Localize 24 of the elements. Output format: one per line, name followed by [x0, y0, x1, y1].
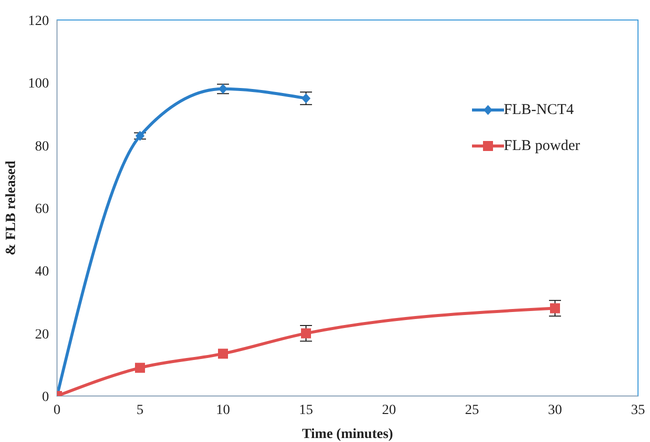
y-tick-label: 20 — [35, 327, 49, 342]
y-axis-title: & FLB released — [4, 160, 19, 256]
x-tick-label: 25 — [465, 402, 479, 418]
x-tick-label: 15 — [299, 402, 313, 418]
legend-label: FLB-NCT4 — [504, 102, 574, 118]
point — [550, 303, 560, 314]
point — [136, 130, 144, 141]
x-tick-label: 30 — [548, 402, 562, 418]
point — [218, 348, 228, 359]
y-tick-label: 120 — [28, 14, 49, 29]
x-tick-label: 5 — [136, 402, 144, 418]
x-axis-title: Time (minutes) — [302, 427, 394, 442]
x-tick-label: 0 — [54, 402, 60, 418]
x-tick-label: 20 — [382, 402, 396, 418]
point — [301, 328, 311, 338]
y-tick-label: 0 — [42, 390, 49, 405]
y-tick-label: 100 — [28, 76, 49, 92]
point — [135, 362, 145, 373]
y-tick-label: 80 — [35, 139, 49, 154]
y-tick-label: 60 — [35, 202, 49, 217]
legend-label: FLB powder — [504, 138, 580, 154]
x-tick-label: 10 — [216, 402, 230, 418]
y-tick-label: 40 — [35, 264, 49, 280]
x-tick-label: 35 — [631, 402, 645, 418]
